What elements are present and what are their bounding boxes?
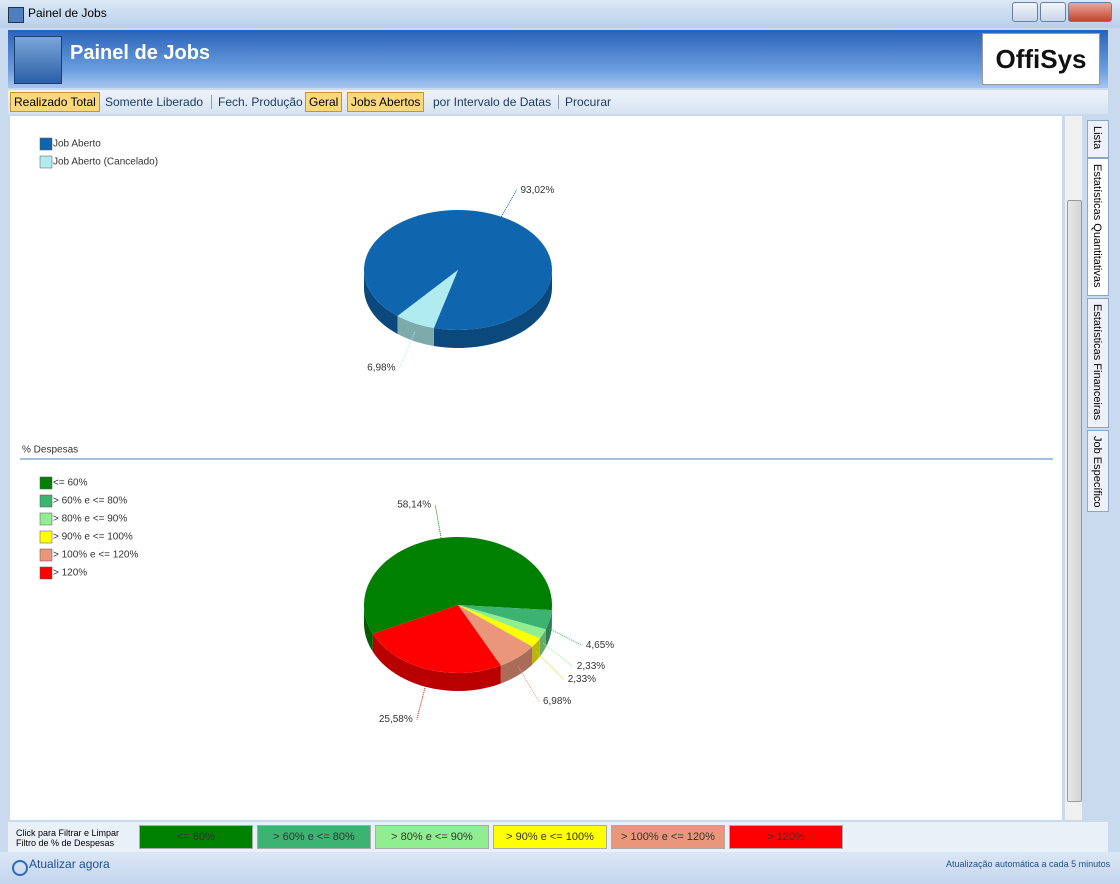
slice-side [539, 629, 546, 657]
label-leader [500, 189, 517, 217]
value-label: 58,14% [397, 499, 431, 510]
filter-button[interactable]: <= 60% [139, 825, 253, 849]
status-bar: Atualizar agora Atualização automática a… [0, 852, 1120, 884]
label-leader [434, 504, 442, 539]
toolbar-item[interactable]: por Intervalo de Datas [433, 95, 552, 109]
value-label: 93,02% [520, 185, 554, 196]
pie-slice [458, 605, 540, 647]
logo: OffiSys [982, 33, 1100, 85]
side-tab[interactable]: Lista [1087, 120, 1109, 158]
filter-hint: Filtro de % de Despesas [16, 838, 115, 848]
header-icon [14, 36, 62, 84]
legend-swatch [39, 530, 53, 544]
legend-label: Job Aberto (Cancelado) [53, 157, 158, 168]
legend-swatch [39, 566, 53, 580]
title-bar: Painel de Jobs [0, 0, 1120, 28]
side-tab[interactable]: Estatísticas Financeiras [1087, 298, 1109, 428]
value-label: 4,65% [586, 640, 614, 651]
header-title: Painel de Jobs [70, 42, 211, 64]
filter-button[interactable]: > 100% e <= 120% [611, 825, 725, 849]
slice-side [364, 270, 398, 334]
filter-button[interactable]: > 80% e <= 90% [375, 825, 489, 849]
legend-label: > 90% e <= 100% [53, 532, 133, 543]
toolbar-item[interactable]: Fech. Produção [218, 95, 303, 109]
slice-side [433, 270, 552, 348]
value-label: 25,58% [379, 714, 413, 725]
pie-slice [364, 537, 552, 634]
toolbar-item[interactable]: Somente Liberado [105, 95, 204, 109]
legend-label: > 120% [53, 568, 87, 579]
legend-swatch [39, 512, 53, 526]
legend-swatch [39, 494, 53, 508]
separator [558, 95, 559, 109]
pie-slice [458, 605, 546, 639]
pie-slice [458, 605, 552, 630]
filter-hint: Click para Filtrar e Limpar [16, 828, 120, 838]
app-icon [8, 7, 24, 23]
value-label: 2,33% [577, 661, 605, 672]
window-title: Painel de Jobs [28, 6, 107, 20]
toolbar-item[interactable]: Jobs Abertos [347, 92, 425, 112]
label-leader [542, 642, 574, 667]
side-tab[interactable]: Estatísticas Quantitativas [1087, 158, 1109, 296]
legend-label: > 100% e <= 120% [53, 550, 138, 561]
chart-title: % Despesas [22, 445, 78, 456]
slice-side [372, 633, 501, 691]
refresh-icon[interactable] [12, 860, 28, 876]
filter-button[interactable]: > 120% [729, 825, 843, 849]
scroll-thumb[interactable] [1067, 200, 1082, 802]
pie-slice [364, 210, 553, 331]
refresh-link[interactable]: Atualizar agora [29, 857, 110, 871]
toolbar-item[interactable]: Geral [305, 92, 343, 112]
value-label: 2,33% [568, 674, 596, 685]
pie-slice [458, 605, 533, 666]
close-button[interactable] [1068, 2, 1112, 22]
side-tab-label: Estatísticas Financeiras [1091, 304, 1103, 421]
legend-swatch [39, 476, 53, 490]
slice-side [397, 315, 434, 346]
legend-swatch [39, 548, 53, 562]
legend-label: > 60% e <= 80% [53, 496, 127, 507]
filter-bar: Click para Filtrar e Limpar Filtro de % … [8, 822, 1108, 852]
legend-label: Job Aberto [53, 139, 101, 150]
slice-side [532, 638, 540, 665]
side-tab-label: Job Específico [1091, 436, 1103, 508]
toolbar: Realizado Total Somente Liberado Fech. Pro… [8, 90, 1108, 114]
side-tab[interactable]: Job Específico [1087, 430, 1109, 512]
legend-label: > 80% e <= 90% [53, 514, 127, 525]
header: Painel de Jobs OffiSys [8, 30, 1108, 88]
slice-side [545, 610, 552, 648]
slice-side [364, 605, 373, 652]
minimize-button[interactable] [1012, 2, 1038, 22]
toolbar-item[interactable]: Realizado Total [10, 92, 100, 112]
slice-side [500, 646, 533, 684]
maximize-button[interactable] [1040, 2, 1066, 22]
legend-swatch [39, 155, 53, 169]
side-tab-label: Estatísticas Quantitativas [1091, 164, 1103, 288]
label-leader [399, 332, 416, 369]
label-leader [517, 666, 540, 702]
toolbar-item[interactable]: Procurar [565, 95, 612, 109]
value-label: 6,98% [543, 696, 571, 707]
separator [211, 95, 212, 109]
legend-label: <= 60% [53, 478, 88, 489]
pie-slice [372, 605, 501, 673]
filter-button[interactable]: > 60% e <= 80% [257, 825, 371, 849]
content-area: Job Aberto Job Aberto (Cancelado) 93,02% 6,… [10, 116, 1062, 820]
side-tab-label: Lista [1091, 126, 1103, 150]
value-label: 6,98% [367, 363, 395, 374]
label-leader [549, 628, 583, 646]
pie-slice [397, 270, 458, 328]
label-leader [535, 651, 565, 680]
filter-button[interactable]: > 90% e <= 100% [493, 825, 607, 849]
charts: Job Aberto Job Aberto (Cancelado) 93,02% 6,… [20, 137, 1053, 725]
auto-refresh-note: Atualização automática a cada 5 minutos [946, 859, 1111, 869]
legend-swatch [39, 137, 53, 151]
